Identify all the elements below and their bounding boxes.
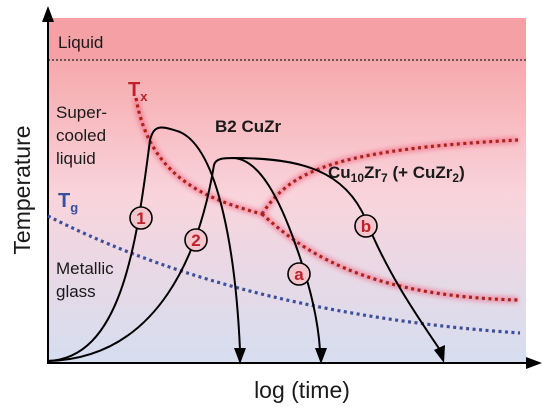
tg-label: Tg xyxy=(58,190,78,215)
supercooled-region-background xyxy=(48,58,526,364)
cooling-path-2-arrowhead xyxy=(315,348,327,364)
marker-1-label: 1 xyxy=(136,209,145,228)
marker-1: 1 xyxy=(129,206,153,230)
liquid-region-band xyxy=(48,18,526,60)
supercooled-liquid-label: Super- cooled liquid xyxy=(56,103,107,168)
y-axis-arrowhead xyxy=(42,6,54,22)
supercooled-label-line-2: cooled xyxy=(56,126,106,145)
x-axis-arrowhead xyxy=(526,357,542,369)
marker-a-label: a xyxy=(294,265,304,284)
cooling-path-1-arrowhead xyxy=(234,348,246,364)
metallic-glass-label-line-2: glass xyxy=(56,282,96,301)
marker-b-label: b xyxy=(361,217,371,236)
x-axis-title: log (time) xyxy=(254,377,350,403)
marker-b: b xyxy=(354,214,378,238)
b2-cuzr-label: B2 CuZr xyxy=(215,117,282,136)
y-axis-title: Temperature xyxy=(9,125,35,254)
cooling-path-b-arrowhead xyxy=(434,345,445,363)
supercooled-label-line-3: liquid xyxy=(56,149,96,168)
cu10zr7-label: Cu10Zr7 (+ CuZr2) xyxy=(328,163,465,185)
marker-2: 2 xyxy=(184,228,208,252)
tx-curve-lower-branch xyxy=(260,212,519,302)
metallic-glass-label: Metallic glass xyxy=(56,259,114,301)
metallic-glass-label-line-1: Metallic xyxy=(56,259,114,278)
supercooled-label-line-1: Super- xyxy=(56,103,107,122)
cooling-path-1 xyxy=(47,126,241,362)
marker-2-label: 2 xyxy=(191,231,200,250)
marker-a: a xyxy=(287,262,311,286)
tx-label: Tx xyxy=(128,79,148,104)
liquid-label: Liquid xyxy=(58,33,103,52)
tx-curve-upper xyxy=(134,97,263,216)
tx-curve-upper-branch xyxy=(260,138,519,215)
